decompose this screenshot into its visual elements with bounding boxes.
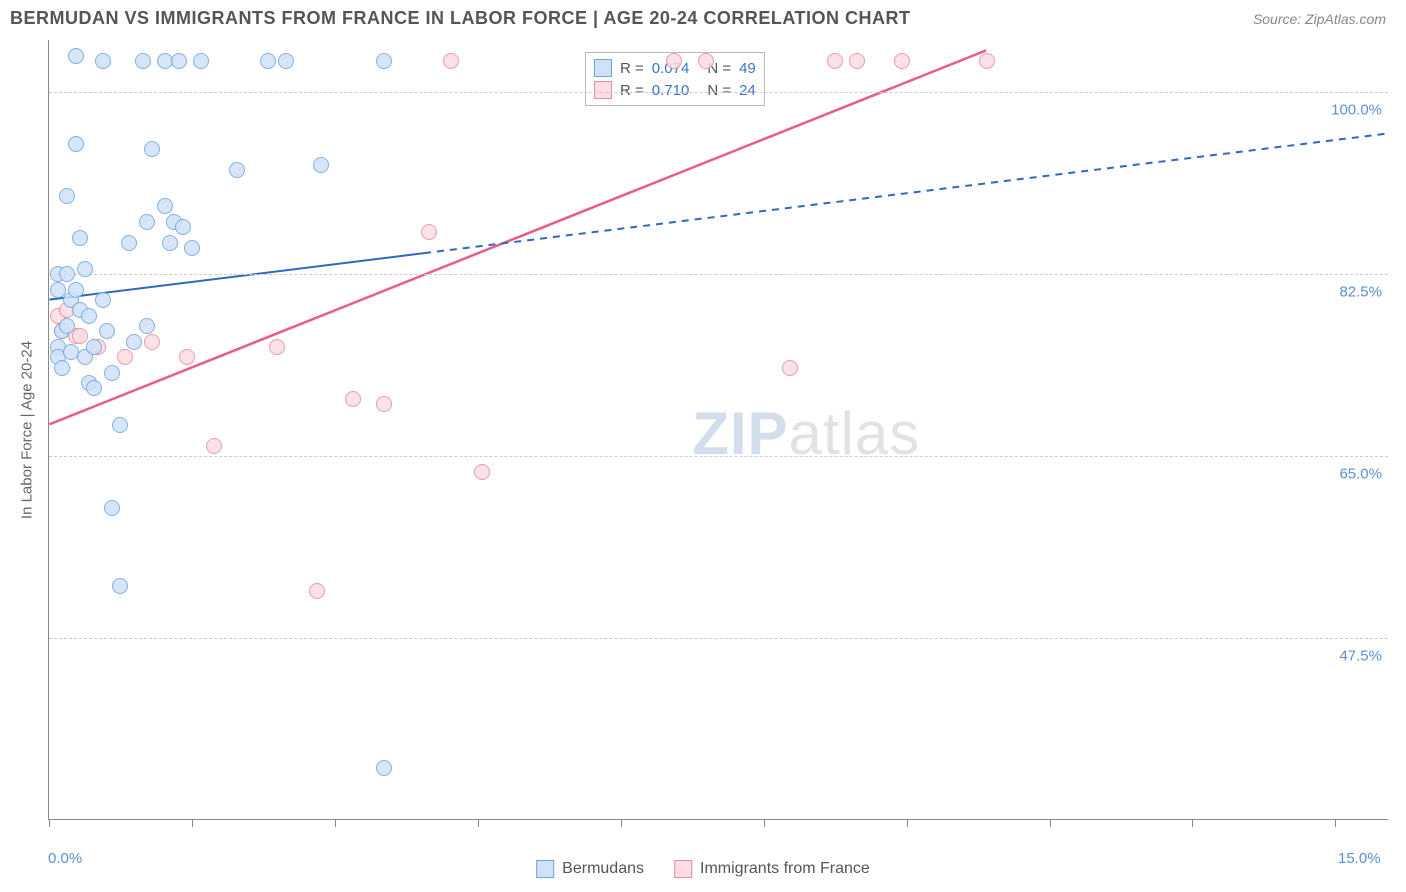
- data-point-pink: [474, 464, 490, 480]
- data-point-pink: [782, 360, 798, 376]
- data-point-blue: [157, 198, 173, 214]
- data-point-blue: [95, 53, 111, 69]
- data-point-blue: [112, 578, 128, 594]
- data-point-pink: [117, 349, 133, 365]
- data-point-blue: [376, 760, 392, 776]
- grid-line: [49, 92, 1388, 93]
- data-point-blue: [86, 339, 102, 355]
- data-point-blue: [162, 235, 178, 251]
- data-point-pink: [269, 339, 285, 355]
- data-point-blue: [77, 261, 93, 277]
- data-point-blue: [99, 323, 115, 339]
- data-point-blue: [260, 53, 276, 69]
- data-point-blue: [193, 53, 209, 69]
- data-point-pink: [443, 53, 459, 69]
- data-point-blue: [68, 136, 84, 152]
- x-axis-end-label: 15.0%: [1338, 850, 1381, 867]
- x-tick: [335, 819, 336, 827]
- y-tick-label: 65.0%: [1339, 466, 1382, 483]
- plot-area: In Labor Force | Age 20-24 ZIPatlas R = …: [48, 40, 1388, 820]
- r-value-france: 0.710: [652, 82, 690, 99]
- data-point-blue: [184, 240, 200, 256]
- data-point-blue: [139, 214, 155, 230]
- x-tick: [621, 819, 622, 827]
- swatch-france: [594, 81, 612, 99]
- data-point-pink: [206, 438, 222, 454]
- data-point-pink: [144, 334, 160, 350]
- data-point-blue: [68, 282, 84, 298]
- data-point-blue: [72, 230, 88, 246]
- y-tick-label: 100.0%: [1331, 102, 1382, 119]
- r-label: R =: [620, 60, 644, 77]
- grid-line: [49, 274, 1388, 275]
- grid-line: [49, 638, 1388, 639]
- correlation-chart: In Labor Force | Age 20-24 ZIPatlas R = …: [10, 40, 1396, 882]
- n-value-france: 24: [739, 82, 756, 99]
- legend-item-france: Immigrants from France: [674, 860, 870, 878]
- data-point-pink: [827, 53, 843, 69]
- x-tick: [49, 819, 50, 827]
- swatch-france: [674, 860, 692, 878]
- data-point-blue: [81, 308, 97, 324]
- n-label: N =: [707, 82, 731, 99]
- data-point-blue: [313, 157, 329, 173]
- data-point-blue: [376, 53, 392, 69]
- page-title: BERMUDAN VS IMMIGRANTS FROM FRANCE IN LA…: [10, 8, 911, 29]
- y-axis-label: In Labor Force | Age 20-24: [19, 340, 36, 518]
- x-tick: [764, 819, 765, 827]
- x-tick: [478, 819, 479, 827]
- data-point-blue: [104, 500, 120, 516]
- data-point-blue: [139, 318, 155, 334]
- grid-line: [49, 456, 1388, 457]
- data-point-blue: [68, 48, 84, 64]
- trend-lines: [49, 40, 1388, 819]
- data-point-pink: [979, 53, 995, 69]
- x-tick: [1335, 819, 1336, 827]
- data-point-blue: [95, 292, 111, 308]
- data-point-blue: [171, 53, 187, 69]
- data-point-blue: [121, 235, 137, 251]
- data-point-blue: [86, 380, 102, 396]
- data-point-pink: [376, 396, 392, 412]
- swatch-bermudans: [536, 860, 554, 878]
- data-point-pink: [894, 53, 910, 69]
- data-point-pink: [309, 583, 325, 599]
- data-point-pink: [179, 349, 195, 365]
- swatch-bermudans: [594, 59, 612, 77]
- data-point-pink: [698, 53, 714, 69]
- legend-label-bermudans: Bermudans: [562, 860, 644, 878]
- data-point-blue: [59, 188, 75, 204]
- data-point-blue: [126, 334, 142, 350]
- r-label: R =: [620, 82, 644, 99]
- legend-item-bermudans: Bermudans: [536, 860, 644, 878]
- source-attribution: Source: ZipAtlas.com: [1253, 11, 1386, 27]
- n-value-bermudans: 49: [739, 60, 756, 77]
- x-axis-start-label: 0.0%: [48, 850, 82, 867]
- data-point-blue: [144, 141, 160, 157]
- data-point-blue: [59, 318, 75, 334]
- y-tick-label: 47.5%: [1339, 648, 1382, 665]
- data-point-pink: [666, 53, 682, 69]
- data-point-blue: [229, 162, 245, 178]
- data-point-pink: [421, 224, 437, 240]
- x-tick: [1192, 819, 1193, 827]
- y-tick-label: 82.5%: [1339, 284, 1382, 301]
- data-point-blue: [278, 53, 294, 69]
- data-point-blue: [135, 53, 151, 69]
- data-point-pink: [849, 53, 865, 69]
- data-point-blue: [54, 360, 70, 376]
- x-tick: [192, 819, 193, 827]
- data-point-pink: [345, 391, 361, 407]
- data-point-blue: [112, 417, 128, 433]
- series-legend: Bermudans Immigrants from France: [536, 860, 870, 878]
- x-tick: [1050, 819, 1051, 827]
- data-point-blue: [175, 219, 191, 235]
- stats-row-france: R = 0.710 N = 24: [594, 79, 756, 101]
- data-point-blue: [104, 365, 120, 381]
- data-point-blue: [59, 266, 75, 282]
- x-tick: [907, 819, 908, 827]
- watermark: ZIPatlas: [692, 399, 920, 468]
- legend-label-france: Immigrants from France: [700, 860, 870, 878]
